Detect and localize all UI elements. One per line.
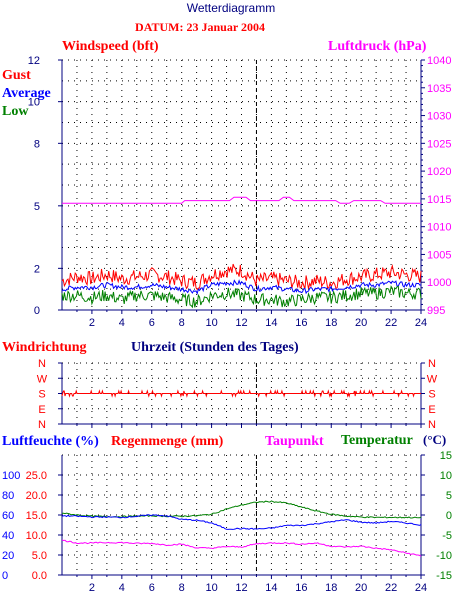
wind-ytick-label-0: 0 [34, 305, 40, 317]
wind-ytick-label-8: 8 [34, 138, 40, 150]
direction-ytick-label-left-0: N [38, 358, 46, 370]
climate-xtick-label-4: 4 [119, 582, 125, 594]
direction-ytick-label-left-4: N [38, 419, 46, 431]
climate-xtick-label-22: 22 [385, 582, 397, 594]
wind-ytick-label-12: 12 [28, 55, 40, 67]
series-gust-line [61, 263, 422, 291]
direction-ytick-label-left-3: E [38, 404, 45, 416]
wind-xtick-label-24: 24 [415, 317, 427, 329]
wind-xtick-label-20: 20 [355, 317, 367, 329]
climate-xtick-label-24: 24 [415, 582, 427, 594]
pressure-ytick-label-1020: 1020 [427, 166, 451, 178]
temp-ytick-label--5: -5 [442, 530, 452, 542]
humidity-ytick-label-100: 100 [2, 470, 20, 482]
wind-xtick-label-10: 10 [205, 317, 217, 329]
direction-ytick-label-right-3: E [428, 404, 435, 416]
rain-ytick-label-25.0: 25.0 [26, 470, 47, 482]
pressure-ytick-label-1040: 1040 [427, 55, 451, 67]
direction-axes: N NW WS SE EN N [37, 358, 438, 431]
direction-ytick-label-left-2: S [38, 389, 45, 401]
direction-ytick-label-right-0: N [428, 358, 436, 370]
climate-xtick-label-10: 10 [205, 582, 217, 594]
temp-ytick-label-5: 5 [446, 490, 452, 502]
series-luftdruck-line [62, 196, 421, 204]
legend-low: Low [2, 104, 29, 119]
wind-xtick-label-14: 14 [265, 317, 277, 329]
legend-gust: Gust [2, 68, 31, 83]
humidity-ytick-label-20: 20 [2, 550, 14, 562]
wind-xtick-label-22: 22 [385, 317, 397, 329]
wind-xtick-label-2: 2 [89, 317, 95, 329]
temp-ytick-label--10: -10 [436, 550, 452, 562]
humidity-ytick-label-80: 80 [2, 490, 14, 502]
direction-title: Windrichtung [2, 340, 87, 355]
temp-ytick-label-0: 0 [446, 510, 452, 522]
climate-xtick-label-18: 18 [325, 582, 337, 594]
pressure-ytick-label-1010: 1010 [427, 222, 451, 234]
series-luftfeuchte-line [61, 514, 422, 530]
date-label: DATUM: 23 Januar 2004 [135, 20, 265, 34]
pressure-ytick-label-995: 995 [427, 305, 445, 317]
climate-xtick-label-8: 8 [179, 582, 185, 594]
wind-xtick-label-8: 8 [179, 317, 185, 329]
humidity-ytick-label-0: 0 [2, 570, 8, 582]
wind-axes: 0258101299510001005101010151020102510301… [28, 55, 452, 329]
wind-ytick-label-5: 5 [34, 201, 40, 213]
pressure-ytick-label-1025: 1025 [427, 138, 451, 150]
rain-ytick-label-15.0: 15.0 [26, 510, 47, 522]
climate-xtick-label-20: 20 [355, 582, 367, 594]
wind-ytick-label-10: 10 [28, 97, 40, 109]
pressure-title: Luftdruck (hPa) [328, 39, 427, 54]
pressure-ytick-label-1035: 1035 [427, 83, 451, 95]
climate-xtick-label-14: 14 [265, 582, 277, 594]
temp-ytick-label-15: 15 [440, 450, 452, 462]
windspeed-title: Windspeed (bft) [62, 39, 159, 54]
climate-grid [62, 454, 421, 575]
wind-xtick-label-4: 4 [119, 317, 125, 329]
wind-xtick-label-12: 12 [235, 317, 247, 329]
rain-ytick-label-20.0: 20.0 [26, 490, 47, 502]
series-average-line [61, 279, 422, 295]
climate-xtick-label-12: 12 [235, 582, 247, 594]
humidity-ytick-label-40: 40 [2, 530, 14, 542]
climate-xtick-label-2: 2 [89, 582, 95, 594]
time-axis-label: Uhrzeit (Stunden des Tages) [131, 340, 299, 355]
legend-average: Average [2, 86, 51, 101]
pressure-ytick-label-1030: 1030 [427, 111, 451, 123]
dewpoint-title: Taupunkt [265, 434, 324, 449]
temperature-unit: (°C) [423, 432, 446, 447]
direction-series [61, 389, 421, 398]
temperature-title: Temperatur [341, 433, 413, 448]
climate-xtick-label-16: 16 [295, 582, 307, 594]
series-windrichtung-line [61, 389, 421, 398]
rain-ytick-label-5.0: 5.0 [32, 550, 47, 562]
page-title: Wetterdiagramm [187, 1, 275, 15]
wind-series [61, 196, 422, 309]
series-taupunkt-line [61, 539, 422, 557]
temp-ytick-label--15: -15 [436, 570, 452, 582]
rain-ytick-label-0.0: 0.0 [32, 570, 47, 582]
humidity-ytick-label-60: 60 [2, 510, 14, 522]
rain-title: Regenmenge (mm) [111, 434, 224, 449]
temp-ytick-label-10: 10 [440, 470, 452, 482]
series-low-line [61, 285, 422, 309]
rain-ytick-label-10.0: 10.0 [26, 530, 47, 542]
direction-ytick-label-left-1: W [37, 373, 48, 385]
direction-ytick-label-right-2: S [428, 389, 435, 401]
pressure-ytick-label-1000: 1000 [427, 277, 451, 289]
pressure-ytick-label-1005: 1005 [427, 249, 451, 261]
climate-series [61, 500, 422, 557]
pressure-ytick-label-1015: 1015 [427, 194, 451, 206]
climate-xtick-label-6: 6 [149, 582, 155, 594]
wind-xtick-label-16: 16 [295, 317, 307, 329]
direction-ytick-label-right-1: W [427, 373, 438, 385]
wind-xtick-label-6: 6 [149, 317, 155, 329]
wind-ytick-label-2: 2 [34, 263, 40, 275]
direction-ytick-label-right-4: N [428, 419, 436, 431]
wind-xtick-label-18: 18 [325, 317, 337, 329]
humidity-title: Luftfeuchte (%) [2, 434, 99, 449]
